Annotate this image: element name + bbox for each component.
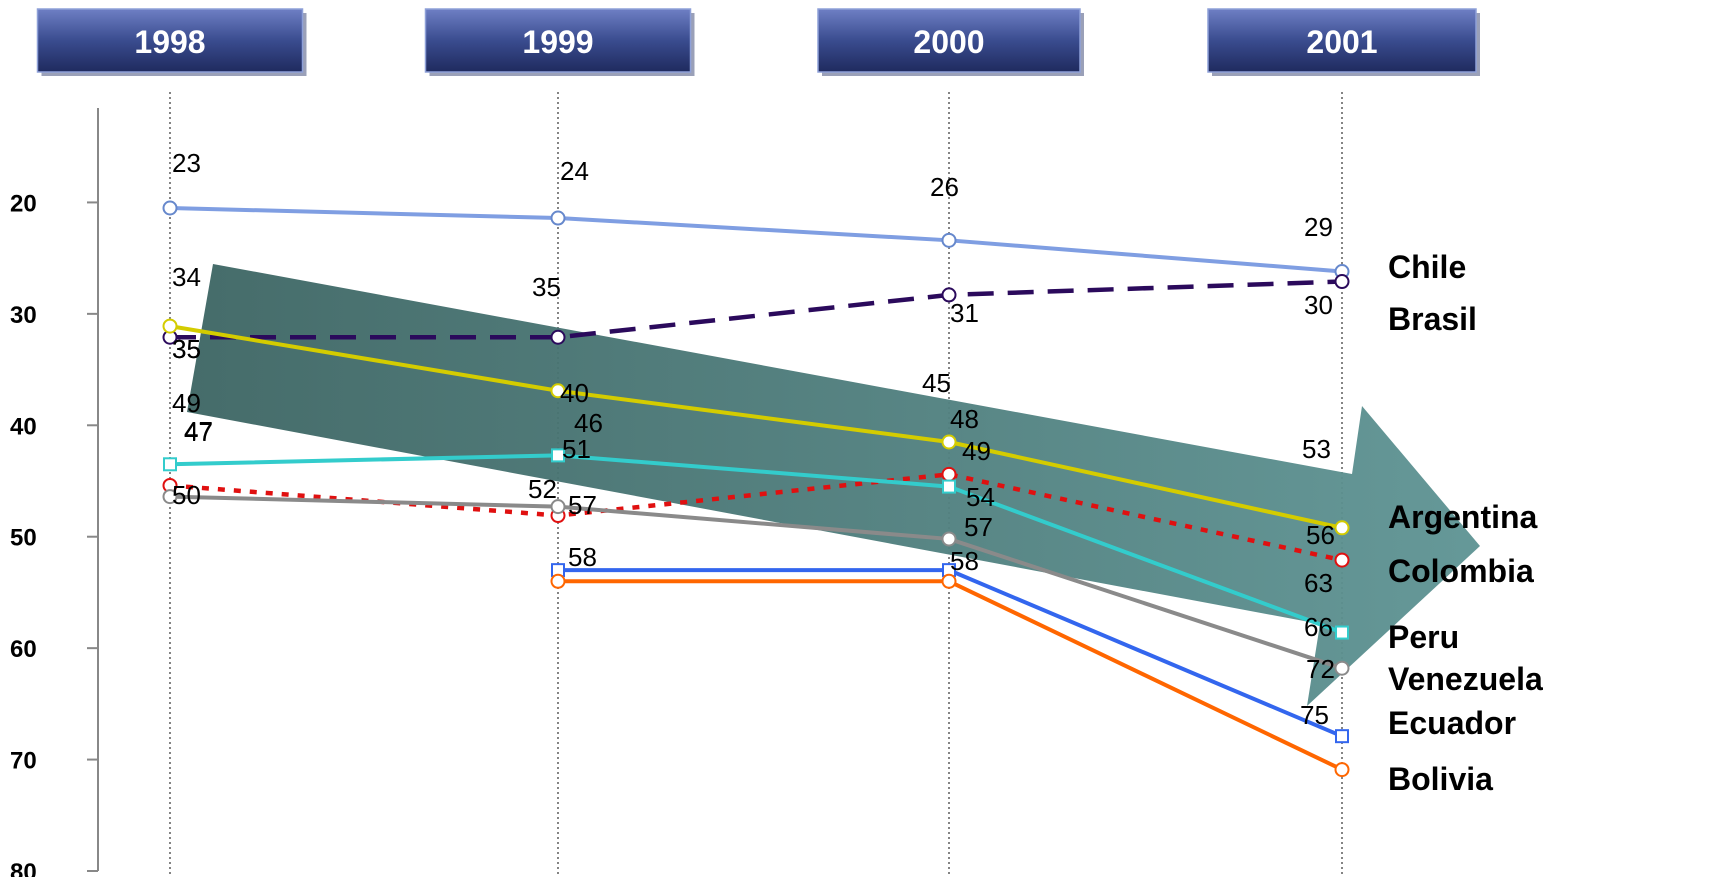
year-header-box-1999: [424, 8, 692, 73]
data-label-bolivia-1999: 40: [560, 378, 589, 408]
data-label-peru-2000: 54: [966, 482, 995, 512]
series-lines: [169, 206, 1343, 772]
year-header-2001: 2001: [1306, 24, 1377, 60]
series-line-ecuador: [558, 579, 1343, 772]
year-header-2000: 2000: [913, 24, 984, 60]
data-labels: 23 24 26 29 35 35 31 30 47 52 48 56 46 49 63 50 51 54 66 57…: [172, 148, 1335, 730]
data-label-colombia-2000: 49: [962, 436, 991, 466]
series-line-brasil: [170, 279, 1343, 340]
marker-chile-2000: [941, 232, 957, 248]
y-tick-label-40: 40: [10, 413, 37, 440]
year-header-box-2000: [817, 8, 1081, 73]
data-label-argentina-2001: 56: [1306, 520, 1335, 550]
data-label-bolivia-1998: 34: [172, 262, 201, 292]
data-label-peru-1998: 50: [172, 480, 201, 510]
data-label-chile-2001: 29: [1304, 212, 1333, 242]
data-label-chile-1999: 24: [560, 156, 589, 186]
trend-arrow-shape: [187, 264, 1480, 706]
marker-ecuador-2001: [1334, 762, 1350, 778]
marker-colombia-2000: [942, 479, 956, 494]
data-label-ecuador-2000: 58: [950, 546, 979, 576]
data-label-colombia-2001: 63: [1304, 568, 1333, 598]
y-tick-label-20: 20: [10, 190, 37, 217]
marker-argentina-2000: [941, 466, 957, 482]
country-label-brasil: Brasil: [1388, 301, 1477, 337]
year-header-1999: 1999: [522, 24, 593, 60]
marker-brasil-1999: [550, 329, 566, 345]
data-label-venezuela-1999: 57: [568, 490, 597, 520]
y-tick-label-30: 30: [10, 302, 37, 329]
country-label-colombia: Colombia: [1388, 553, 1534, 589]
marker-chile-1998: [162, 200, 178, 216]
marker-ecuador-1999: [550, 573, 566, 589]
marker-ecuador-2000: [941, 573, 957, 589]
extra-label-0: 35: [172, 334, 201, 364]
data-label-venezuela-2000: 57: [964, 512, 993, 542]
trend-arrow: [187, 264, 1480, 706]
marker-peru-1998: [162, 489, 178, 505]
series-markers: [162, 200, 1350, 778]
data-label-bolivia-2000: 45: [922, 368, 951, 398]
data-label-argentina-1999: 52: [528, 474, 557, 504]
data-label-argentina-1998: 47: [184, 416, 213, 446]
data-label-colombia-1999: 46: [574, 408, 603, 438]
marker-colombia-1998: [163, 457, 177, 472]
marker-bolivia-2000: [941, 434, 957, 450]
data-label-ecuador-2001: 75: [1300, 700, 1329, 730]
marker-brasil-2001: [1334, 274, 1350, 290]
marker-colombia-2001: [1335, 625, 1349, 640]
data-label-brasil-1999: 35: [532, 272, 561, 302]
data-label-bolivia-2001: 53: [1302, 434, 1331, 464]
marker-colombia-1999: [551, 448, 565, 463]
marker-peru-2000: [941, 531, 957, 547]
data-label-chile-2000: 26: [930, 172, 959, 202]
data-label-brasil-2000: 31: [950, 298, 979, 328]
series-line-peru: [169, 494, 1343, 671]
country-label-argentina: Argentina: [1388, 499, 1538, 535]
year-header-1998: 1998: [134, 24, 205, 60]
series-line-colombia: [169, 453, 1343, 635]
year-header-box-1998: [36, 8, 304, 73]
country-label-ecuador: Ecuador: [1388, 705, 1516, 741]
country-label-bolivia: Bolivia: [1388, 761, 1493, 797]
data-label-ecuador-1999: 58: [568, 542, 597, 572]
data-label-chile-1998: 23: [172, 148, 201, 178]
data-label-colombia-1998: 47: [184, 417, 213, 447]
marker-brasil-2000: [941, 287, 957, 303]
marker-peru-1999: [550, 499, 566, 515]
marker-argentina-2001: [1334, 552, 1350, 568]
y-axis: 20 30 40 50 60 70 80: [10, 108, 99, 877]
data-label-brasil-2001: 30: [1304, 290, 1333, 320]
series-line-chile: [169, 206, 1343, 274]
marker-bolivia-2001: [1334, 520, 1350, 536]
country-label-peru: Peru: [1388, 619, 1459, 655]
y-tick-label-60: 60: [10, 636, 37, 663]
series-line-bolivia: [169, 324, 1343, 530]
data-label-venezuela-2001: 72: [1306, 654, 1335, 684]
country-labels: Chile Brasil Argentina Colombia Peru Venezuel…: [1388, 249, 1543, 797]
marker-bolivia-1998: [162, 318, 178, 334]
country-label-venezuela: Venezuela: [1388, 661, 1543, 697]
data-label-argentina-2000: 48: [950, 404, 979, 434]
y-tick-label-80: 80: [10, 859, 37, 877]
marker-bolivia-1999: [550, 383, 566, 399]
data-label-peru-2001: 66: [1304, 612, 1333, 642]
y-tick-label-50: 50: [10, 525, 37, 552]
marker-chile-1999: [550, 210, 566, 226]
y-tick-label-70: 70: [10, 748, 37, 775]
marker-peru-2001: [1334, 660, 1350, 676]
data-label-peru-1999: 51: [562, 434, 591, 464]
country-label-chile: Chile: [1388, 249, 1466, 285]
extra-label-1: 49: [172, 388, 201, 418]
data-label-brasil-1998: 35: [172, 334, 201, 364]
year-headers: 1998 1999 2000 2001: [36, 8, 1480, 76]
marker-venezuela-2001: [1335, 729, 1349, 744]
year-header-box-2001: [1207, 8, 1477, 73]
